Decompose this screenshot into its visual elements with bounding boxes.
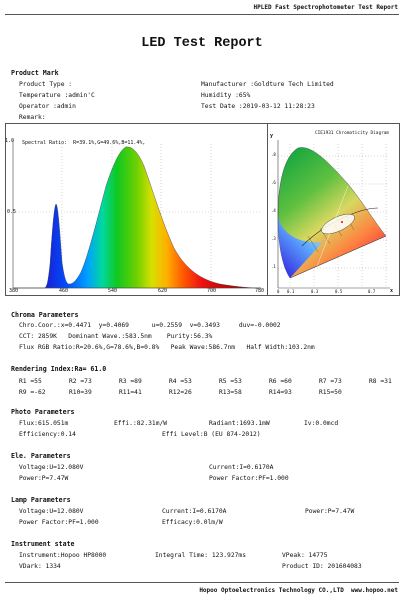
rendering-value: R5 =53 xyxy=(219,378,242,385)
rendering-value: R11=41 xyxy=(119,389,142,396)
lamp-current: Current:I=0.6170A xyxy=(162,508,227,515)
radiant: Radiant:1693.1mW xyxy=(209,420,270,427)
product-type: Product Type : xyxy=(19,81,73,88)
x-tick-540: 540 xyxy=(108,288,118,294)
rendering-value: R4 =53 xyxy=(169,378,192,385)
ele-power: Power:P=7.47W xyxy=(19,475,69,482)
rendering-value: R12=26 xyxy=(169,389,192,396)
chroma-line-1: Chro.Coor.:x=0.4471 y=0.4069 u=0.2559 v=… xyxy=(19,322,281,329)
ele-heading: Ele. Parameters xyxy=(11,452,71,460)
ele-power-factor: Power Factor:PF=1.000 xyxy=(209,475,289,482)
ele-voltage: Voltage:U=12.080V xyxy=(19,464,84,471)
operator: Operator :admin xyxy=(19,103,76,110)
remark: Remark: xyxy=(19,114,46,121)
cie-y-tick: .4 xyxy=(271,208,276,213)
x-tick-780: 780 xyxy=(255,288,265,294)
cie-diagram: CIE1931 Chromaticity Diagram y .8 .6 .4 … xyxy=(267,123,400,296)
spectral-ratio: Spectral Ratio: R=39.1%,G=49.6%,B=11.4%, xyxy=(22,140,146,146)
cie-x-tick: 0.5 xyxy=(335,289,343,294)
iv: Iv:0.0mcd xyxy=(304,420,339,427)
lamp-power: Power:P=7.47W xyxy=(305,508,355,515)
x-tick-460: 460 xyxy=(59,288,69,294)
rendering-heading: Rendering Index:Ra= 61.0 xyxy=(11,365,107,373)
integral-time: Integral Time: 123.927ms xyxy=(155,552,246,559)
rendering-value: R14=93 xyxy=(269,389,292,396)
cie-x-tick: 0.3 xyxy=(311,289,319,294)
effi: Effi.:82.31m/W xyxy=(114,420,168,427)
humidity: Humidity :65% xyxy=(201,92,251,99)
instrument-heading: Instrument state xyxy=(11,540,75,548)
effi-level: Effi Level:B (EU 874-2012) xyxy=(162,431,261,438)
x-tick-380: 380 xyxy=(9,288,19,294)
cie-y-axis: y xyxy=(270,133,274,139)
efficiency: Efficiency:0.14 xyxy=(19,431,76,438)
report-header: HPLED Fast Spectrophotometer Test Report xyxy=(253,4,399,11)
rendering-value: R8 =31 xyxy=(369,378,392,385)
rendering-value: R15=50 xyxy=(319,389,342,396)
x-tick-700: 700 xyxy=(207,288,217,294)
vdark: VDark: 1334 xyxy=(19,563,61,570)
lamp-efficacy: Efficacy:0.0lm/W xyxy=(162,519,223,526)
rendering-value: R3 =89 xyxy=(119,378,142,385)
product-mark-heading: Product Mark xyxy=(11,69,59,77)
cie-title: CIE1931 Chromaticity Diagram xyxy=(315,131,390,136)
spectrum-curve xyxy=(13,146,262,289)
rendering-value: R6 =60 xyxy=(269,378,292,385)
chroma-line-2: CCT: 2859K Dominant Wave.:583.5nm Purity… xyxy=(19,333,213,340)
rendering-value: R9 =-62 xyxy=(19,389,46,396)
lamp-heading: Lamp Parameters xyxy=(11,496,71,504)
photo-heading: Photo Parameters xyxy=(11,408,75,416)
test-date: Test Date :2019-03-12 11:28:23 xyxy=(201,103,315,110)
rendering-value: R10=39 xyxy=(69,389,92,396)
rendering-value: R2 =73 xyxy=(69,378,92,385)
lamp-voltage: Voltage:U=12.080V xyxy=(19,508,84,515)
report-title: LED Test Report xyxy=(141,36,263,51)
cie-y-tick: .8 xyxy=(271,152,276,157)
lamp-power-factor: Power Factor:PF=1.000 xyxy=(19,519,99,526)
ele-current: Current:I=0.6170A xyxy=(209,464,274,471)
product-id: Product ID: 201604083 xyxy=(282,563,362,570)
header-divider xyxy=(5,14,399,15)
y-tick-1: 1.0 xyxy=(5,138,15,144)
footer-text: Hopoo Optoelectronics Technology CO.,LTD… xyxy=(199,587,398,594)
cie-y-tick: .3 xyxy=(271,236,276,241)
cie-y-tick: .6 xyxy=(271,180,276,185)
cie-x-tick: 0.7 xyxy=(368,289,376,294)
chroma-heading: Chroma Parameters xyxy=(11,311,79,319)
cie-x-tick: 0.1 xyxy=(287,289,295,294)
instrument-name: Instrument:Hopoo HP8000 xyxy=(19,552,107,559)
cie-y-tick: .1 xyxy=(271,264,276,269)
rendering-value: R1 =55 xyxy=(19,378,42,385)
manufacturer: Manufacturer :Goldture Tech Limited xyxy=(201,81,334,88)
rendering-value: R13=58 xyxy=(219,389,242,396)
vpeak: VPeak: 14775 xyxy=(282,552,328,559)
footer-divider xyxy=(5,582,399,583)
x-tick-620: 620 xyxy=(158,288,168,294)
y-tick-05: 0.5 xyxy=(7,209,17,215)
temperature: Temperature :admin'C xyxy=(19,92,95,99)
cie-x-tick: 0 xyxy=(277,289,280,294)
rendering-value: R7 =73 xyxy=(319,378,342,385)
chroma-line-3: Flux RGB Ratio:R=20.6%,G=78.6%,B=0.8% Pe… xyxy=(19,344,315,351)
spectrum-chart: Spectral Ratio: R=39.1%,G=49.6%,B=11.4%,… xyxy=(5,123,269,296)
flux: Flux:615.051m xyxy=(19,420,69,427)
cie-x-axis: x xyxy=(390,288,394,294)
